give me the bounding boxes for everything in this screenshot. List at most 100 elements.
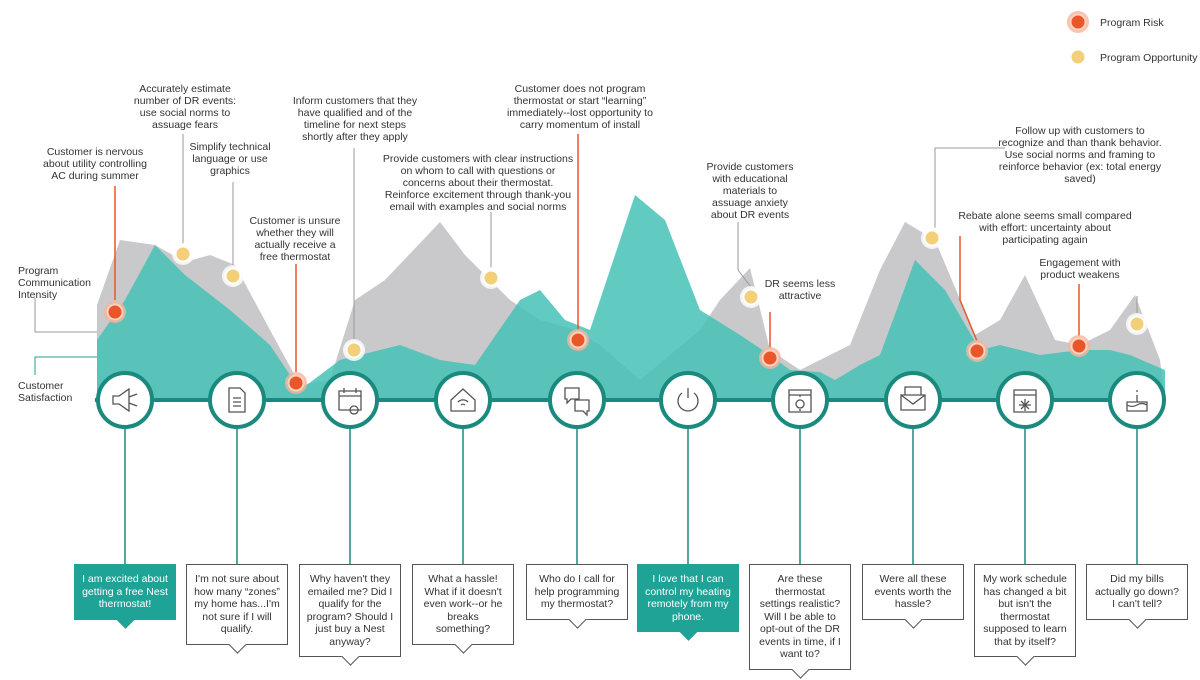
annotation: about DR events [711, 209, 789, 221]
annotation: Customer does not program [515, 83, 646, 95]
quote-box: Did my bills actually go down? I can't t… [1086, 564, 1188, 629]
quote-box: Were all these events worth the hassle? [862, 564, 964, 629]
stage-icon-ring [321, 371, 379, 429]
opp-dot [1069, 48, 1087, 66]
annotation: Inform customers that they [293, 95, 418, 107]
annotation: Rebate alone seems small compared [958, 210, 1131, 222]
annotation: participating again [1002, 234, 1087, 246]
stage-icon [564, 387, 590, 417]
annotation: product weakens [1040, 269, 1119, 281]
quote-text: Did my bills actually go down? I can't t… [1094, 573, 1180, 610]
quote-box: I'm not sure about how many “zones” my h… [186, 564, 288, 654]
opp-dot [1128, 315, 1146, 333]
stage-icon [228, 387, 246, 413]
opp-dot [742, 288, 760, 306]
annotation: number of DR events: [134, 95, 236, 107]
quote-box: Who do I call for help programming my th… [526, 564, 628, 629]
annotation: materials to [723, 185, 777, 197]
stage-icon [450, 388, 476, 412]
stage-icon [788, 389, 812, 413]
annotation: Use social norms and framing to [1005, 149, 1156, 161]
annotation: have qualified and of the [298, 107, 413, 119]
quote-text: What a hassle! What if it doesn't even w… [423, 573, 503, 635]
stage-icon [338, 388, 362, 415]
quote-text: I am excited about getting a free Nest t… [82, 573, 168, 610]
annotation: graphics [210, 165, 250, 177]
annotation: recognize and than thank behavior. [998, 137, 1161, 149]
annotation: Customer is nervous [47, 146, 143, 158]
axis-label: Intensity [18, 289, 58, 301]
annotation: use social norms to [140, 107, 231, 119]
quote-text: Were all these events worth the hassle? [874, 573, 952, 610]
risk-dot [1070, 337, 1088, 355]
annotation: free thermostat [260, 251, 331, 263]
stage-icon [1013, 389, 1037, 413]
annotation: Accurately estimate [139, 83, 231, 95]
axis-label: Satisfaction [18, 392, 72, 404]
annotation: with educational [711, 173, 787, 185]
annotation: actually receive a [254, 239, 335, 251]
stage-icon [900, 386, 926, 411]
satisfaction-area [97, 195, 1165, 400]
quote-text: Are these thermostat settings realistic?… [759, 573, 841, 660]
annotation: Customer is unsure [249, 215, 340, 227]
risk-dot [106, 303, 124, 321]
annotation: concerns about their thermostat. [403, 177, 554, 189]
quote-box: Why haven't they emailed me? Did I quali… [299, 564, 401, 666]
axis-label: Program [18, 265, 59, 277]
quote-text: Why haven't they emailed me? Did I quali… [306, 573, 394, 648]
axis-label: Customer [18, 380, 64, 392]
leader-line [934, 147, 1005, 228]
legend-label: Program Opportunity [1100, 52, 1198, 64]
annotation: about utility controlling [43, 158, 147, 170]
axis-connector [34, 356, 97, 375]
annotation: email with examples and social norms [390, 201, 567, 213]
annotation: Reinforce excitement through thank-you [385, 189, 571, 201]
quote-box: Are these thermostat settings realistic?… [749, 564, 851, 679]
annotation: saved) [1064, 173, 1096, 185]
stage-icon-ring [96, 371, 154, 429]
risk-dot [1069, 13, 1087, 31]
annotation: assuage fears [152, 119, 218, 131]
axis-connector [34, 298, 97, 333]
axis-label: Communication [18, 277, 91, 289]
annotation: AC during summer [51, 170, 139, 182]
stage-icon [112, 387, 138, 413]
annotation: Follow up with customers to [1015, 125, 1145, 137]
risk-dot [968, 342, 986, 360]
annotation: Provide customers [707, 161, 794, 173]
quote-box: My work schedule has changed a bit but i… [974, 564, 1076, 666]
quote-text: I'm not sure about how many “zones” my h… [194, 573, 280, 635]
annotation: attractive [779, 290, 822, 302]
annotation: timeline for next steps [304, 119, 406, 131]
leader-line [737, 222, 752, 288]
annotation: Provide customers with clear instruction… [383, 153, 573, 165]
risk-dot [287, 374, 305, 392]
opp-dot [482, 269, 500, 287]
quote-box: I love that I can control my heating rem… [637, 564, 739, 641]
annotation: assuage anxiety [712, 197, 789, 209]
annotation: thermostat or start “learning” [514, 95, 647, 107]
stage-icon-ring [884, 371, 942, 429]
opp-dot [174, 245, 192, 263]
annotation: whether they will [255, 227, 334, 239]
quote-box: I am excited about getting a free Nest t… [74, 564, 176, 629]
opp-dot [224, 267, 242, 285]
legend-label: Program Risk [1100, 17, 1164, 29]
leader-line [959, 236, 978, 342]
risk-dot [569, 331, 587, 349]
quote-text: I love that I can control my heating rem… [645, 573, 731, 623]
quote-text: My work schedule has changed a bit but i… [982, 573, 1068, 648]
annotation: reinforce behavior (ex: total energy [999, 161, 1162, 173]
annotation: shortly after they apply [302, 131, 408, 143]
stage-icon-ring [659, 371, 717, 429]
quote-box: What a hassle! What if it doesn't even w… [412, 564, 514, 654]
annotation: with effort: uncertainty about [978, 222, 1111, 234]
annotation: carry momentum of install [520, 119, 640, 131]
opp-dot [923, 229, 941, 247]
stage-icon-ring [208, 371, 266, 429]
annotation: Engagement with [1039, 257, 1120, 269]
stage-icon [1126, 390, 1148, 412]
